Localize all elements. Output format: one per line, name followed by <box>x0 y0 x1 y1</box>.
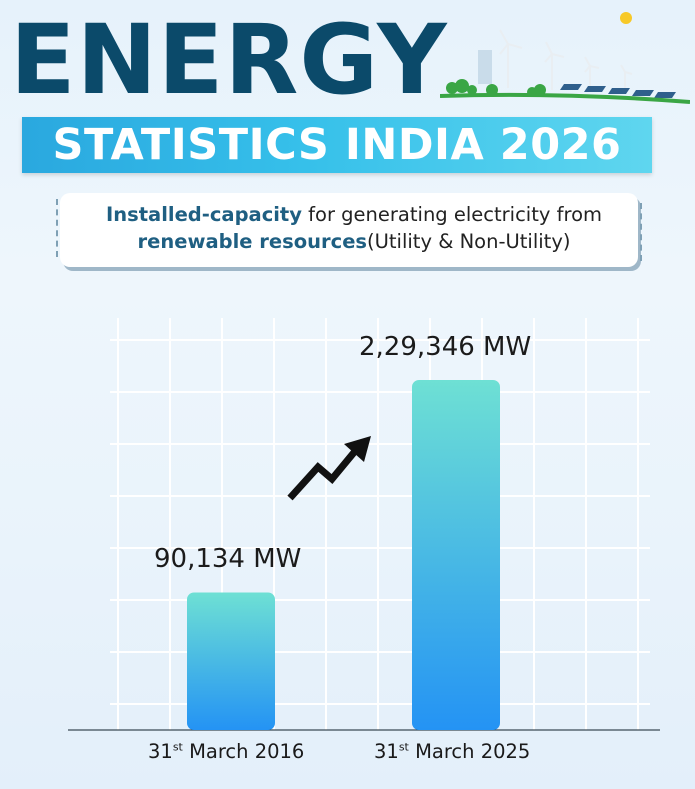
wind-turbine-icon <box>499 29 633 92</box>
subtitle-card: Installed-capacity for generating electr… <box>56 193 642 267</box>
renewable-scene-illustration <box>440 12 690 104</box>
subtitle-highlight-1: Installed-capacity <box>105 203 302 226</box>
subtitle-highlight-2: renewable resources <box>137 230 368 253</box>
x-tick-label-2025: 31st March 2025 <box>374 740 530 763</box>
x-tick-suffix: st <box>398 740 409 754</box>
data-label-2025: 2,29,346 MW <box>359 332 532 362</box>
x-tick-rest: March 2025 <box>408 740 531 763</box>
rising-arrow-icon <box>287 436 371 501</box>
banner-text: STATISTICS INDIA 2026 <box>52 120 622 170</box>
page-title: ENERGY <box>10 4 448 116</box>
subtitle-text-1: for generating electricity from <box>301 203 602 226</box>
solar-panels-icon <box>560 84 676 98</box>
building-icon <box>478 50 492 84</box>
bar-1 <box>412 380 500 730</box>
banner-ribbon: STATISTICS INDIA 2026 <box>22 117 652 173</box>
chart-subtitle: Installed-capacity for generating electr… <box>74 201 634 255</box>
x-tick-suffix: st <box>172 740 183 754</box>
sun-icon <box>620 12 632 24</box>
x-tick-day: 31 <box>374 740 399 763</box>
ground-line <box>440 92 690 104</box>
x-tick-label-2016: 31st March 2016 <box>148 740 304 763</box>
x-tick-day: 31 <box>148 740 173 763</box>
x-tick-rest: March 2016 <box>182 740 305 763</box>
data-label-2016: 90,134 MW <box>154 544 302 575</box>
bar-0 <box>187 592 275 730</box>
subtitle-text-2: (Utility & Non-Utility) <box>367 230 571 253</box>
